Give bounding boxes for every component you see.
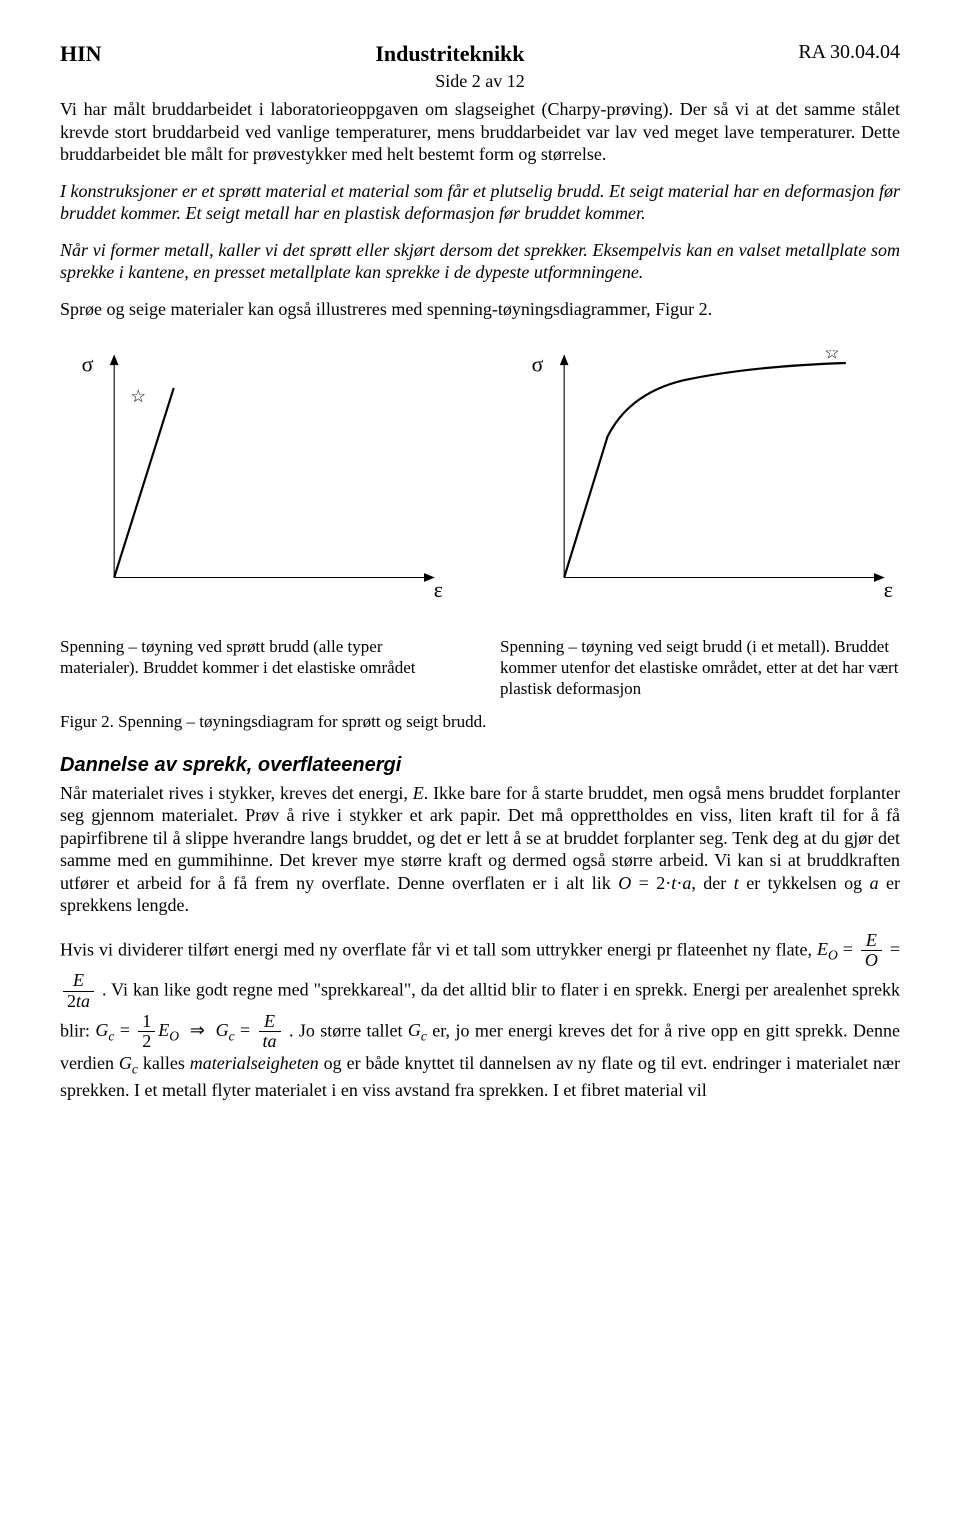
star-marker-right: ☆ [824, 350, 840, 363]
y-label-left: σ [82, 353, 94, 377]
paragraph-5: Når materialet rives i stykker, kreves d… [60, 782, 900, 917]
eq-2ta: 2·t·a [656, 873, 691, 893]
x-label-right: ε [884, 578, 893, 602]
chart-row: ☆ σ ε ☆ σ ε [60, 350, 900, 616]
p6c: . Jo større tallet [289, 1020, 408, 1040]
curve-brittle [114, 388, 174, 578]
eq-O: O [618, 873, 631, 893]
p6a: Hvis vi dividerer tilført energi med ny … [60, 939, 817, 959]
header-left: HIN [60, 40, 102, 68]
y-label-right: σ [532, 353, 544, 377]
y-axis-arrow [110, 354, 119, 365]
chart-left: ☆ σ ε [60, 350, 450, 616]
term-materialseigheten: materialseigheten [190, 1053, 319, 1073]
chart-right: ☆ σ ε [510, 350, 900, 616]
page-header: HIN Industriteknikk RA 30.04.04 [60, 40, 900, 68]
caption-left: Spenning – tøyning ved sprøtt brudd (all… [60, 636, 460, 700]
page-number-line: Side 2 av 12 [60, 70, 900, 93]
caption-right: Spenning – tøyning ved seigt brudd (i et… [500, 636, 900, 700]
sym-Gc1: Gc [408, 1020, 427, 1040]
curve-ductile [564, 363, 846, 578]
caption-row: Spenning – tøyning ved sprøtt brudd (all… [60, 636, 900, 700]
p6e: kalles [138, 1053, 190, 1073]
star-marker-left: ☆ [130, 387, 146, 406]
eq-Gc: Gc = 12EO ⇒ Gc = Eta [95, 1020, 289, 1040]
chart-left-svg: ☆ σ ε [60, 350, 450, 610]
paragraph-2: I konstruksjoner er et sprøtt material e… [60, 180, 900, 225]
sym-E: E [413, 783, 424, 803]
paragraph-6: Hvis vi dividerer tilført energi med ny … [60, 931, 900, 1102]
figure-caption: Figur 2. Spenning – tøyningsdiagram for … [60, 711, 900, 732]
sym-Gc2: Gc [119, 1053, 138, 1073]
paragraph-4: Sprøe og seige materialer kan også illus… [60, 298, 900, 321]
paragraph-3: Når vi former metall, kaller vi det sprø… [60, 239, 900, 284]
x-label-left: ε [434, 578, 443, 602]
p5d: er tykkelsen og [739, 873, 870, 893]
y-axis-arrow [560, 354, 569, 365]
header-center: Industriteknikk [375, 40, 524, 68]
paragraph-1: Vi har målt bruddarbeidet i laboratorieo… [60, 98, 900, 166]
header-right: RA 30.04.04 [798, 40, 900, 68]
p5a: Når materialet rives i stykker, kreves d… [60, 783, 413, 803]
chart-right-svg: ☆ σ ε [510, 350, 900, 610]
section-heading: Dannelse av sprekk, overflateenergi [60, 753, 900, 778]
sym-a: a [870, 873, 879, 893]
p5c: , der [691, 873, 733, 893]
